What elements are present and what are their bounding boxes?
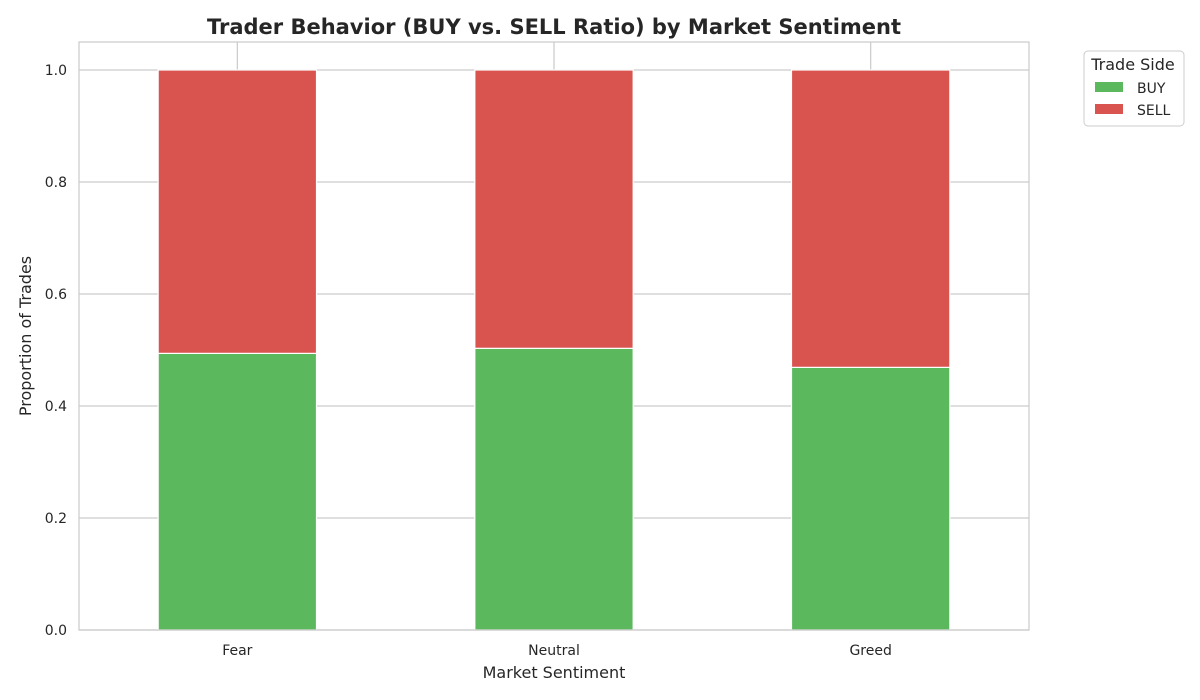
y-tick-label: 0.8 bbox=[45, 175, 67, 191]
bar-sell-greed bbox=[790, 69, 951, 368]
x-tick-label: Neutral bbox=[528, 643, 580, 659]
x-tick-label: Fear bbox=[222, 643, 252, 659]
legend-label-buy: BUY bbox=[1137, 81, 1166, 97]
legend-label-sell: SELL bbox=[1137, 103, 1171, 119]
x-tick-label: Greed bbox=[849, 643, 891, 659]
bars bbox=[157, 69, 951, 631]
legend: Trade Side BUY SELL bbox=[1083, 50, 1185, 127]
y-tick-label: 0.0 bbox=[45, 623, 67, 639]
legend-swatch-sell bbox=[1095, 104, 1123, 114]
chart-title: Trader Behavior (BUY vs. SELL Ratio) by … bbox=[207, 15, 901, 39]
y-tick-label: 0.4 bbox=[45, 399, 67, 415]
y-tick-label: 0.2 bbox=[45, 511, 67, 527]
plot-frame bbox=[78, 41, 1030, 631]
bar-buy-fear bbox=[157, 352, 318, 631]
y-tick-label: 0.6 bbox=[45, 287, 67, 303]
legend-title: Trade Side bbox=[1090, 55, 1175, 74]
y-tick-labels: 0.0 0.2 0.4 0.6 0.8 1.0 bbox=[45, 63, 67, 639]
y-axis-label: Proportion of Trades bbox=[16, 256, 35, 416]
bar-sell-fear bbox=[157, 69, 318, 354]
bar-buy-neutral bbox=[474, 347, 634, 631]
plot-area: 0.0 0.2 0.4 0.6 0.8 1.0 Fear Neutral Greed bbox=[45, 41, 1030, 659]
y-tick-label: 1.0 bbox=[45, 63, 67, 79]
bar-buy-greed bbox=[790, 366, 951, 631]
legend-items: BUY SELL bbox=[1095, 81, 1171, 119]
x-axis-label: Market Sentiment bbox=[483, 663, 626, 682]
x-tick-labels: Fear Neutral Greed bbox=[222, 643, 892, 659]
bar-sell-neutral bbox=[474, 69, 634, 349]
legend-swatch-buy bbox=[1095, 82, 1123, 92]
